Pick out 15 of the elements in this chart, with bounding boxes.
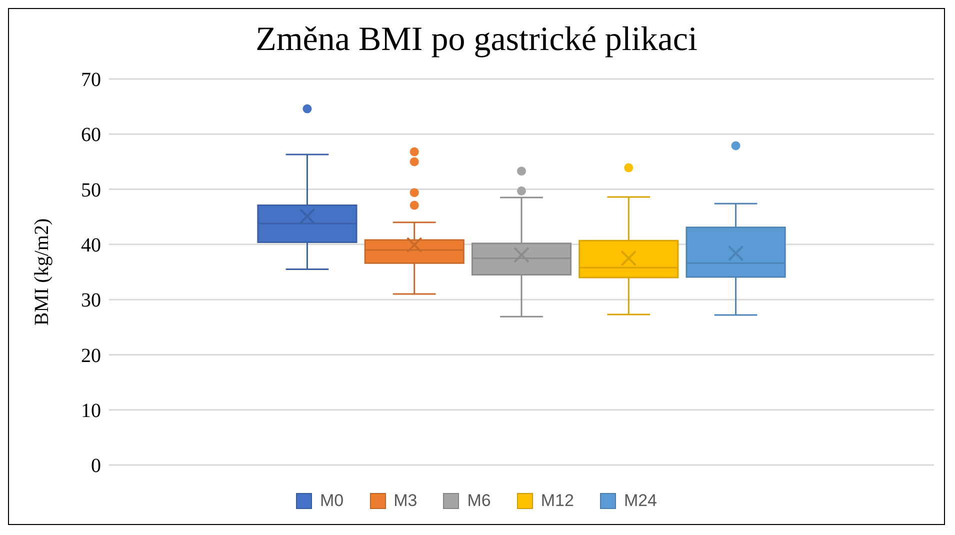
legend-label: M3: [394, 491, 418, 511]
y-tick-label: 60: [81, 124, 101, 146]
y-axis-title: BMI (kg/m2): [31, 218, 54, 326]
y-tick-label: 10: [81, 400, 101, 422]
legend-label: M6: [467, 491, 491, 511]
y-tick-label: 30: [81, 290, 101, 312]
y-tick-label: 50: [81, 179, 101, 202]
chart-title: Změna BMI po gastrické plikaci: [254, 21, 698, 60]
legend-label: M24: [624, 491, 658, 511]
y-tick-label: 20: [81, 344, 101, 367]
y-tick-label: 0: [91, 455, 101, 478]
y-tick-label: 70: [81, 69, 101, 92]
legend-label: M0: [320, 491, 344, 511]
y-tick-label: 40: [81, 234, 101, 257]
legend-label: M12: [540, 491, 574, 511]
